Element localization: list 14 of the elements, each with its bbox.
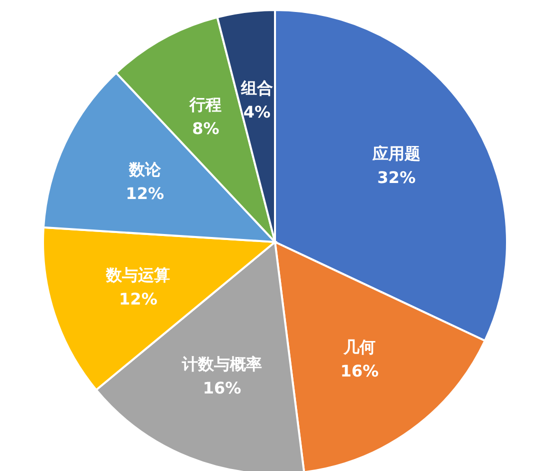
- slice-label: 数论: [128, 160, 162, 179]
- data-label: 12%: [119, 289, 158, 308]
- data-label: 16%: [340, 361, 379, 380]
- data-label: 8%: [192, 118, 220, 138]
- slice-label: 组合: [240, 78, 273, 98]
- slice-label: 行程: [188, 94, 222, 114]
- slice-label: 应用题: [371, 144, 420, 163]
- data-label: 12%: [126, 184, 164, 203]
- slice-label: 几何: [342, 337, 376, 356]
- data-label: 32%: [377, 168, 416, 187]
- data-label: 16%: [202, 378, 242, 398]
- slice-label: 计数与概率: [181, 354, 262, 374]
- data-label: 4%: [243, 102, 271, 122]
- slice-label: 数与运算: [105, 265, 170, 284]
